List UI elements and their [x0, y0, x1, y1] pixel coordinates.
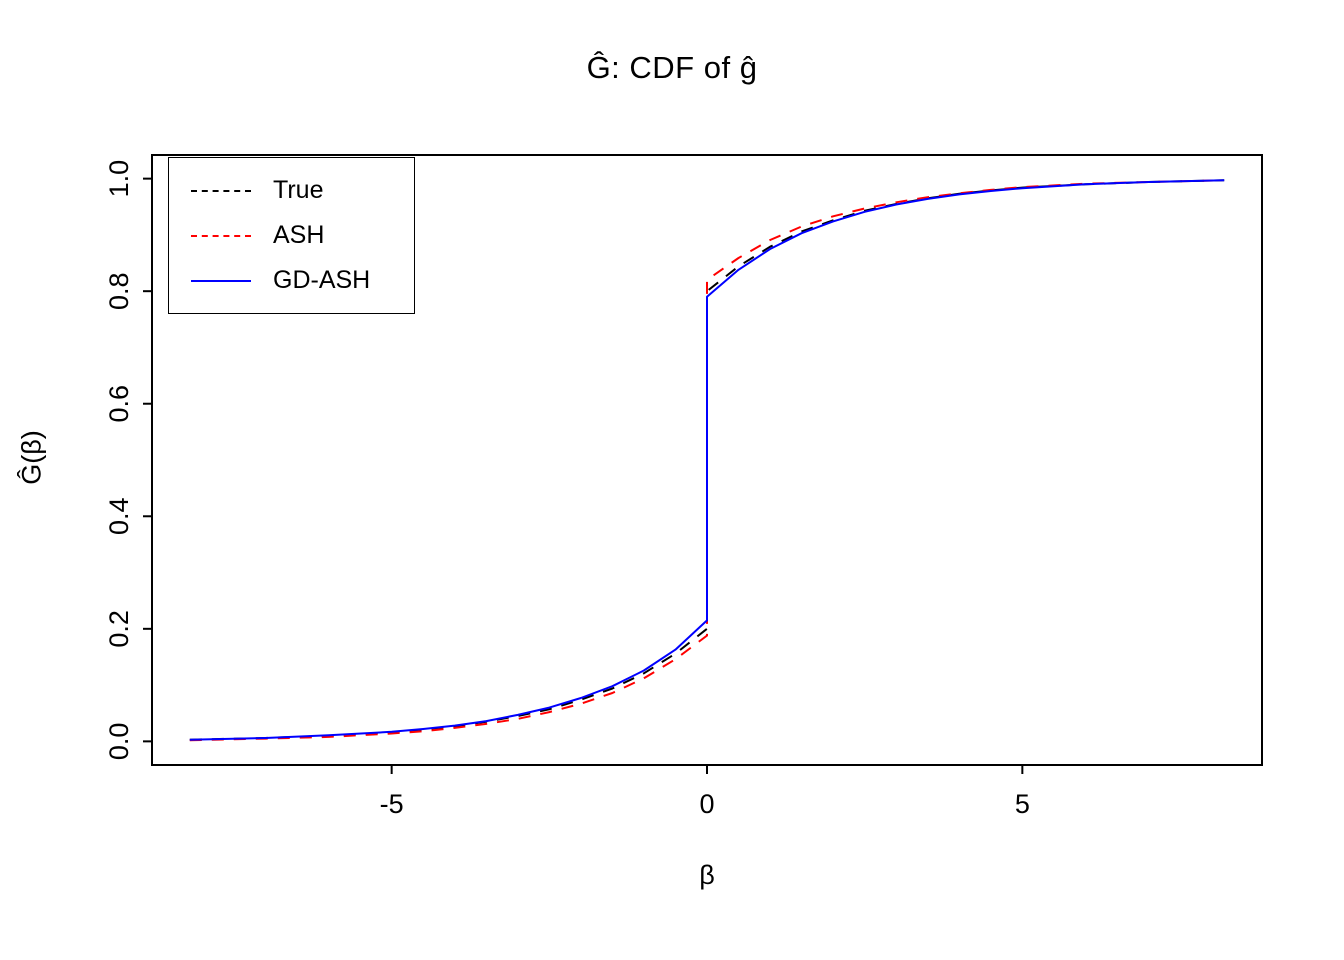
series-line-ash: [189, 179, 1225, 742]
legend-item-gd-ash: GD-ASH: [169, 268, 414, 293]
legend: True ASH GD-ASH: [168, 157, 415, 314]
legend-item-true: True: [169, 178, 414, 203]
legend-label-gd-ash: GD-ASH: [273, 266, 371, 294]
legend-label-true: True: [273, 176, 324, 204]
y-tick-label: 0.4: [104, 497, 134, 535]
y-tick-label: 0.2: [104, 610, 134, 648]
y-tick-label: 1.0: [104, 160, 134, 198]
legend-line-sample-gd-ash: [191, 279, 251, 282]
legend-line-sample-ash: [191, 234, 251, 237]
legend-line-sample-true: [191, 189, 251, 192]
y-tick-label: 0.6: [104, 385, 134, 423]
chart-title: Ĝ: CDF of ĝ: [586, 50, 758, 85]
legend-label-ash: ASH: [273, 221, 325, 249]
y-tick-label: 0.0: [104, 723, 134, 761]
x-tick-label: -5: [380, 789, 404, 819]
y-tick-label: 0.8: [104, 272, 134, 310]
legend-item-ash: ASH: [169, 223, 414, 248]
series-line-gd-ash: [189, 179, 1225, 741]
x-tick-label: 0: [699, 789, 714, 819]
x-tick-label: 5: [1015, 789, 1030, 819]
y-axis-label: Ĝ(β): [16, 430, 47, 485]
x-axis-label: β: [699, 860, 715, 890]
